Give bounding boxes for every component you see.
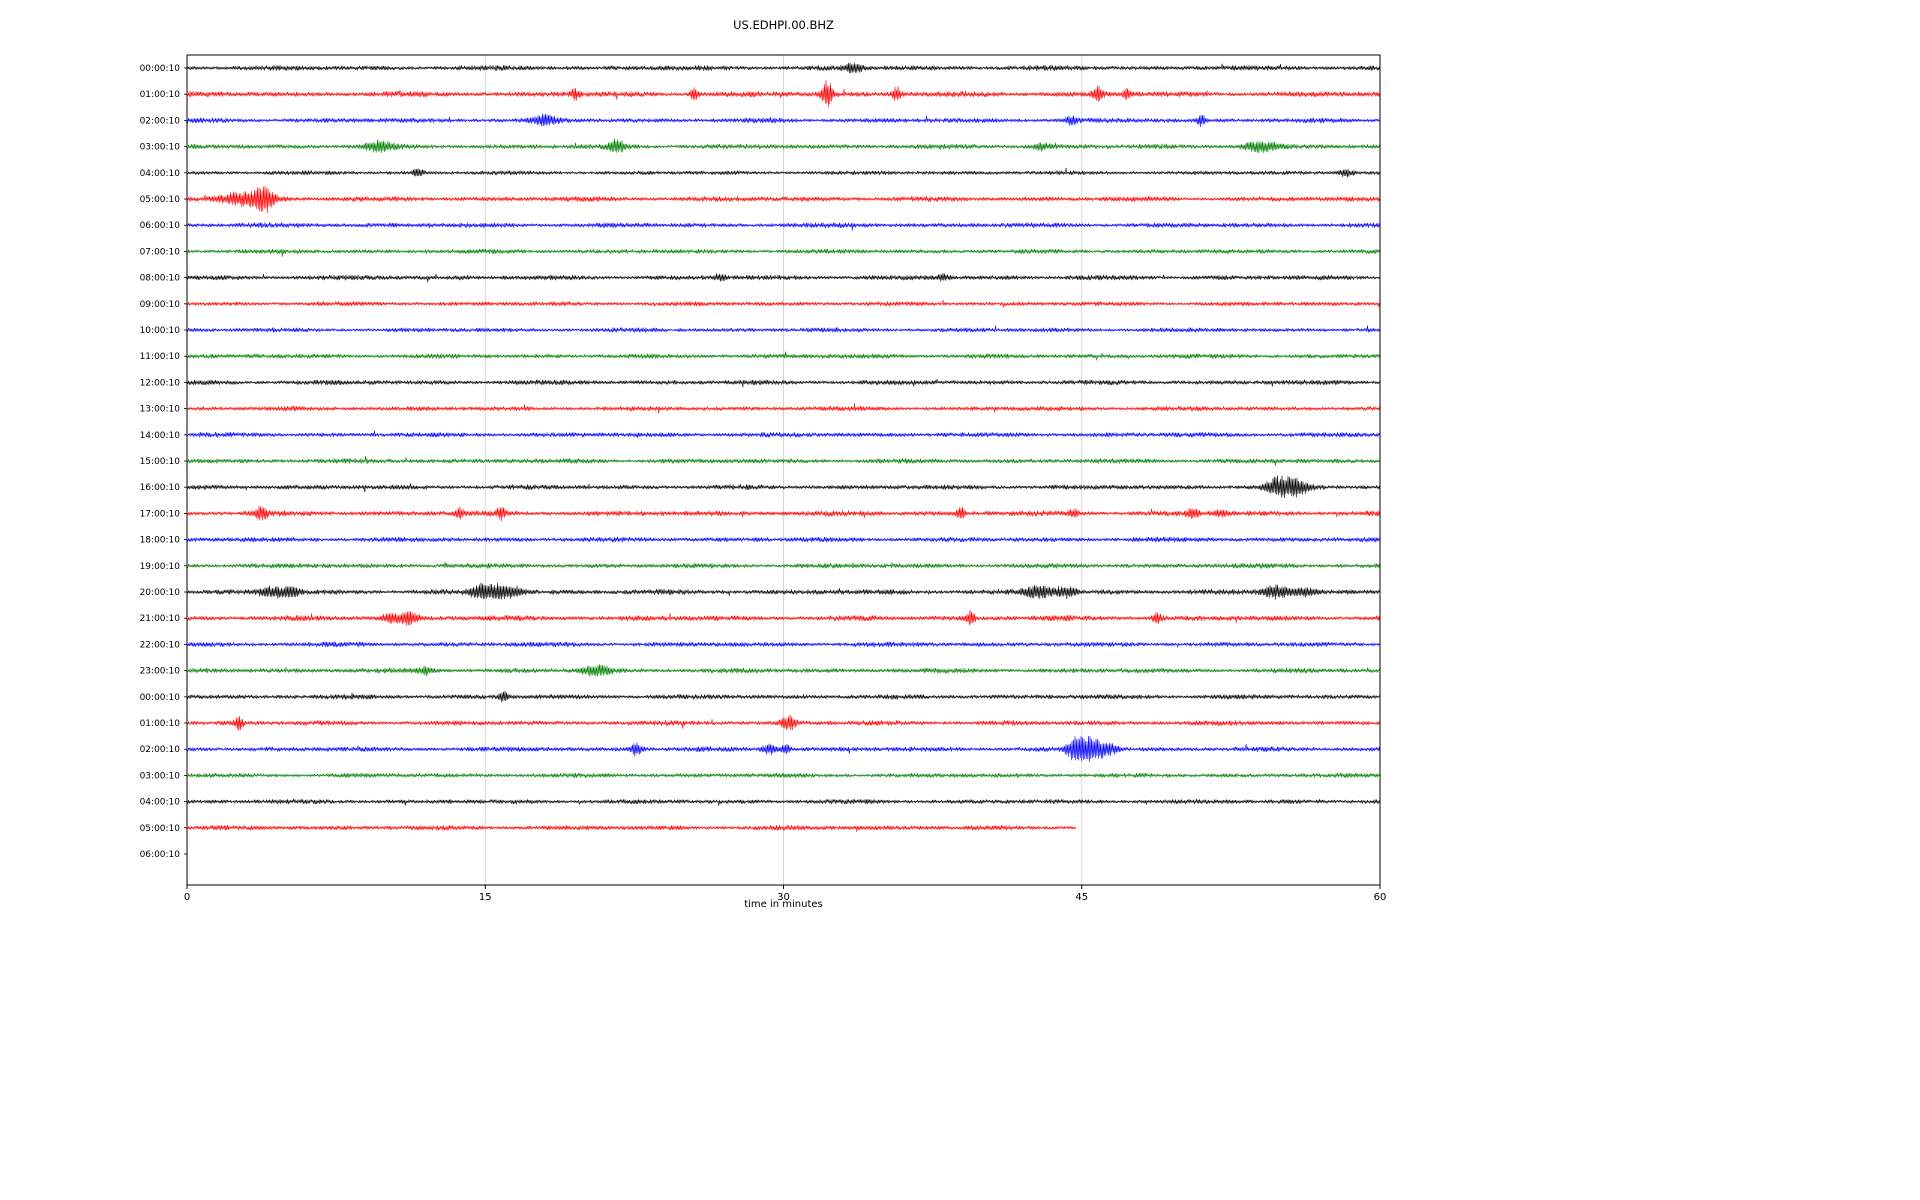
row-label-20: 20:00:10 — [140, 588, 181, 598]
trace-17 — [186, 505, 1380, 522]
row-label-29: 05:00:10 — [140, 824, 181, 834]
x-tick-label-45: 45 — [1075, 892, 1088, 903]
x-tick-label-0: 0 — [184, 892, 190, 903]
row-label-2: 02:00:10 — [140, 116, 181, 126]
trace-12 — [186, 378, 1380, 388]
trace-10 — [186, 325, 1380, 333]
trace-27 — [186, 772, 1380, 779]
trace-4 — [186, 167, 1380, 178]
trace-21 — [186, 609, 1380, 626]
row-label-16: 16:00:10 — [140, 483, 181, 493]
row-label-24: 00:00:10 — [140, 693, 181, 703]
row-label-7: 07:00:10 — [140, 247, 181, 257]
trace-11 — [186, 351, 1380, 361]
trace-9 — [186, 299, 1380, 308]
trace-16 — [186, 475, 1380, 499]
row-label-25: 01:00:10 — [140, 719, 181, 729]
trace-19 — [186, 561, 1380, 569]
row-label-0: 00:00:10 — [140, 64, 181, 74]
row-label-26: 02:00:10 — [140, 745, 181, 755]
row-label-18: 18:00:10 — [140, 536, 181, 546]
row-label-8: 08:00:10 — [140, 274, 181, 284]
row-label-1: 01:00:10 — [140, 90, 181, 100]
chart-title: US.EDHPI.00.BHZ — [733, 18, 834, 32]
trace-22 — [186, 641, 1380, 648]
row-label-13: 13:00:10 — [140, 405, 181, 415]
trace-7 — [186, 248, 1380, 257]
row-label-3: 03:00:10 — [140, 143, 181, 153]
trace-15 — [186, 455, 1380, 466]
x-tick-label-15: 15 — [479, 892, 492, 903]
row-label-9: 09:00:10 — [140, 300, 181, 310]
trace-23 — [186, 664, 1380, 677]
trace-25 — [186, 714, 1380, 731]
trace-26 — [186, 735, 1380, 763]
row-label-21: 21:00:10 — [140, 614, 181, 624]
trace-29 — [186, 824, 1077, 833]
trace-20 — [186, 582, 1380, 600]
trace-6 — [186, 222, 1380, 231]
trace-2 — [186, 113, 1380, 128]
row-label-4: 04:00:10 — [140, 169, 181, 179]
row-label-14: 14:00:10 — [140, 431, 181, 441]
trace-28 — [186, 798, 1380, 806]
trace-18 — [186, 536, 1380, 543]
row-label-5: 05:00:10 — [140, 195, 181, 205]
trace-24 — [186, 690, 1380, 703]
row-label-6: 06:00:10 — [140, 221, 181, 231]
row-label-27: 03:00:10 — [140, 771, 181, 781]
x-tick-label-60: 60 — [1374, 892, 1387, 903]
row-label-12: 12:00:10 — [140, 378, 181, 388]
row-label-10: 10:00:10 — [140, 326, 181, 336]
trace-0 — [186, 62, 1380, 74]
row-label-30: 06:00:10 — [140, 850, 181, 860]
trace-8 — [186, 272, 1380, 283]
row-label-23: 23:00:10 — [140, 667, 181, 677]
trace-5 — [186, 185, 1380, 213]
trace-3 — [186, 138, 1380, 154]
x-tick-label-30: 30 — [777, 892, 790, 903]
row-label-22: 22:00:10 — [140, 640, 181, 650]
trace-1 — [186, 79, 1380, 108]
row-label-19: 19:00:10 — [140, 562, 181, 572]
row-label-15: 15:00:10 — [140, 457, 181, 467]
row-label-17: 17:00:10 — [140, 509, 181, 519]
trace-13 — [186, 402, 1380, 414]
row-label-11: 11:00:10 — [140, 352, 181, 362]
row-label-28: 04:00:10 — [140, 798, 181, 808]
x-axis-label: time in minutes — [744, 899, 823, 910]
trace-14 — [186, 430, 1380, 438]
